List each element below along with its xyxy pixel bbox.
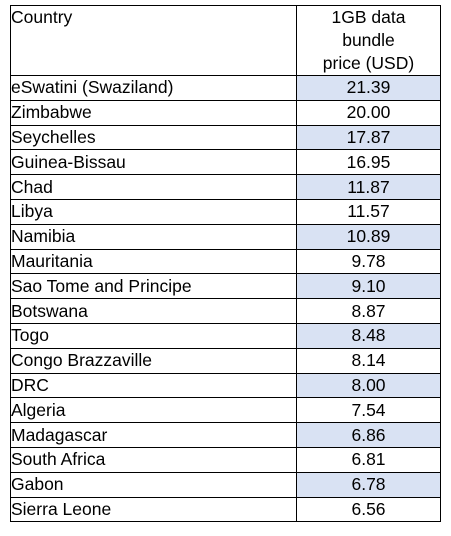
price-cell: 7.54 [296,397,441,424]
price-cell: 8.48 [296,322,441,349]
table-row: Libya 11.57 [10,198,441,225]
price-cell: 8.14 [296,347,441,374]
price-cell: 11.87 [296,174,441,200]
header-price-line-1: 1GB data [331,7,406,27]
table-row: Botswana 8.87 [10,298,441,324]
header-country: Country [10,5,297,76]
price-cell: 8.00 [296,372,441,399]
country-cell: Libya [10,198,297,225]
table-row: Zimbabwe 20.00 [10,99,441,126]
table-row: Algeria 7.54 [10,397,441,424]
price-cell: 6.56 [296,496,441,523]
table-row: DRC 8.00 [10,372,441,399]
country-cell: Congo Brazzaville [10,347,297,374]
table-row: Congo Brazzaville 8.14 [10,347,441,374]
table-row: Namibia 10.89 [10,223,441,250]
country-cell: South Africa [10,446,297,473]
country-cell: Gabon [10,471,297,498]
price-cell: 16.95 [296,149,441,176]
country-cell: DRC [10,372,297,399]
country-cell: Togo [10,322,297,349]
table-row: Sierra Leone 6.56 [10,496,441,523]
price-cell: 20.00 [296,99,441,126]
country-cell: Botswana [10,298,297,324]
price-cell: 6.78 [296,471,441,498]
country-cell: Mauritania [10,248,297,275]
price-table: Country 1GB data bundle price (USD) eSwa… [10,5,441,523]
country-cell: Namibia [10,223,297,250]
price-cell: 10.89 [296,223,441,250]
header-price-line-3: price (USD) [322,53,415,73]
table-row: Seychelles 17.87 [10,124,441,151]
country-cell: eSwatini (Swaziland) [10,75,297,101]
price-cell: 8.87 [296,298,441,324]
price-cell: 17.87 [296,124,441,151]
price-cell: 6.81 [296,446,441,473]
country-cell: Sierra Leone [10,496,297,523]
header-price: 1GB data bundle price (USD) [296,5,441,76]
price-cell: 9.78 [296,248,441,275]
price-cell: 9.10 [296,273,441,300]
country-cell: Madagascar [10,422,297,448]
table-row: Guinea-Bissau 16.95 [10,149,441,176]
country-cell: Algeria [10,397,297,424]
header-price-line-2: bundle [342,30,395,50]
country-cell: Zimbabwe [10,99,297,126]
country-cell: Guinea-Bissau [10,149,297,176]
table-body: eSwatini (Swaziland) 21.39 Zimbabwe 20.00 Se… [10,75,441,523]
header-row: Country 1GB data bundle price (USD) [10,5,441,76]
table-row: Mauritania 9.78 [10,248,441,275]
price-cell: 21.39 [296,75,441,101]
table-row: Sao Tome and Principe 9.10 [10,273,441,300]
table-row: Gabon 6.78 [10,471,441,498]
table-row: Togo 8.48 [10,322,441,349]
price-cell: 11.57 [296,198,441,225]
table-row: eSwatini (Swaziland) 21.39 [10,75,441,101]
table-row: Madagascar 6.86 [10,422,441,448]
table-row: Chad 11.87 [10,174,441,200]
country-cell: Seychelles [10,124,297,151]
country-cell: Sao Tome and Principe [10,273,297,300]
country-cell: Chad [10,174,297,200]
table-row: South Africa 6.81 [10,446,441,473]
price-cell: 6.86 [296,422,441,448]
